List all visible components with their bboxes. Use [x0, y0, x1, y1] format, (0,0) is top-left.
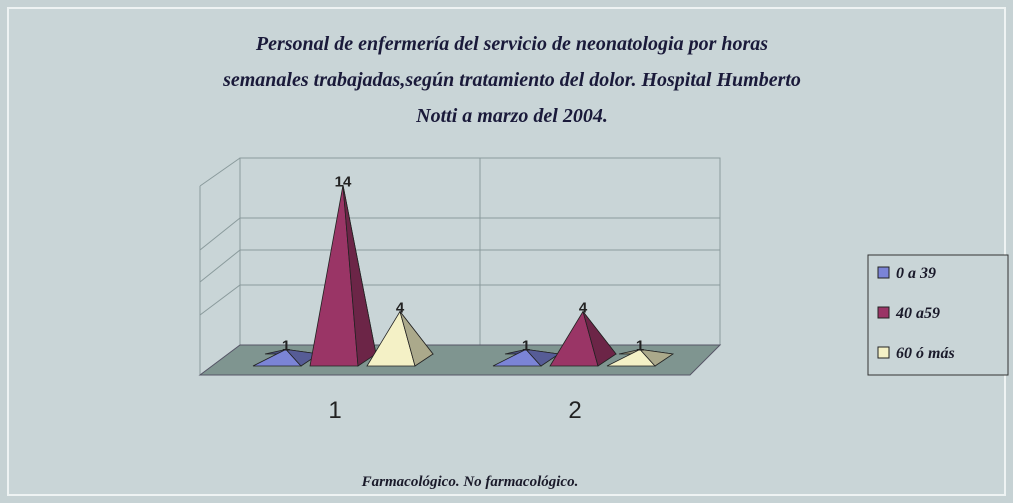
legend — [867, 254, 1009, 376]
wall-grid — [199, 284, 720, 316]
legend-label: 0 a 39 — [896, 265, 936, 282]
pyramid-side — [638, 348, 675, 367]
chart-frame — [7, 7, 1006, 496]
chart-title: Notti a marzo del 2004. — [415, 105, 608, 127]
legend-swatch — [877, 346, 890, 359]
chart-title: Personal de enfermería del servicio de n… — [255, 33, 768, 55]
x-tick-label: 1 — [328, 397, 341, 424]
pyramid-side — [524, 348, 561, 367]
pyramid — [606, 348, 675, 367]
legend-swatch — [877, 306, 890, 319]
pyramid — [366, 310, 434, 367]
data-label: 14 — [335, 173, 352, 190]
chart-title: semanales trabajadas,según tratamiento d… — [222, 69, 801, 91]
data-label: 1 — [636, 337, 644, 354]
wall-grid — [199, 217, 720, 251]
data-label: 4 — [579, 300, 588, 317]
pyramid — [492, 348, 561, 367]
data-label: 1 — [522, 337, 530, 354]
pyramid-side — [284, 348, 321, 367]
legend-swatch — [877, 266, 890, 279]
side-wall — [199, 157, 241, 187]
pyramid — [309, 185, 377, 367]
legend-label: 60 ó más — [896, 345, 955, 362]
data-label: 1 — [282, 337, 290, 354]
pyramid-side — [342, 185, 377, 367]
pyramid-side — [582, 311, 617, 367]
legend-label: 40 a59 — [895, 305, 940, 322]
data-label: 4 — [396, 300, 405, 317]
pyramid — [252, 348, 321, 367]
x-tick-label: 2 — [568, 397, 581, 424]
caption: Farmacológico. No farmacológico. — [361, 474, 579, 490]
pyramid-side — [399, 311, 434, 367]
wall-grid — [199, 249, 720, 283]
pyramid — [549, 310, 617, 367]
